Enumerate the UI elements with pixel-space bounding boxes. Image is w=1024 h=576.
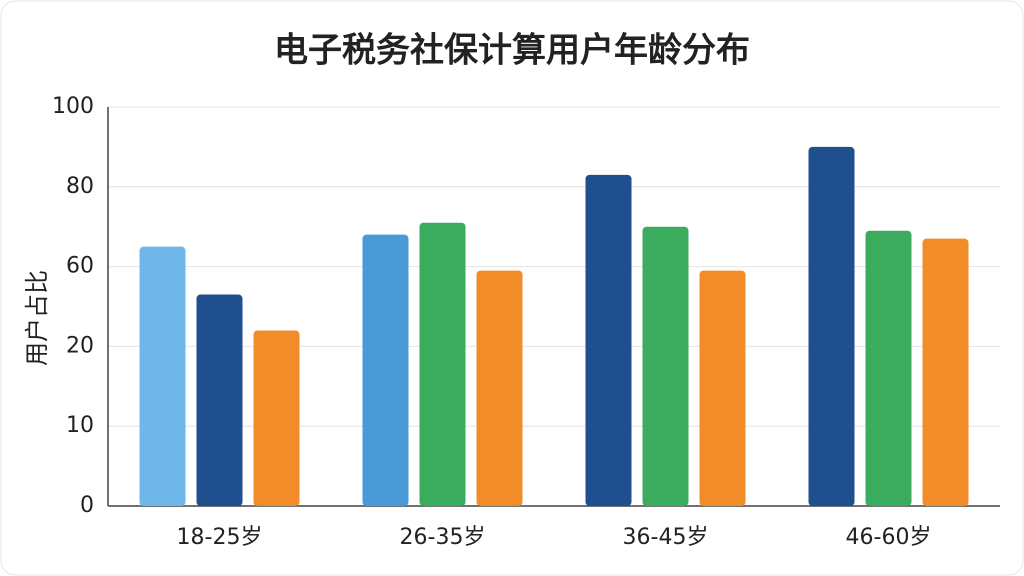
bar: [808, 146, 855, 506]
bar: [253, 330, 300, 506]
x-tick-label: 46-60岁: [846, 525, 932, 550]
y-tick-label: 20: [66, 333, 94, 358]
bar: [362, 234, 409, 506]
y-tick-label: 10: [66, 413, 94, 438]
y-tick-label: 0: [80, 493, 94, 518]
y-tick-label: 100: [52, 94, 94, 119]
bar: [139, 246, 186, 506]
bar: [642, 226, 689, 506]
x-tick-label: 36-45岁: [623, 525, 709, 550]
x-tick-label: 18-25岁: [177, 525, 263, 550]
y-tick-label: 80: [66, 174, 94, 199]
bar: [865, 230, 912, 506]
bar: [419, 222, 466, 506]
bar: [476, 270, 523, 506]
y-axis-label: 用户占比: [23, 270, 51, 366]
y-tick-label: 60: [66, 254, 94, 279]
bar: [196, 294, 243, 506]
chart-title: 电子税务社保计算用户年龄分布: [274, 31, 750, 71]
bar: [699, 270, 746, 506]
bar: [922, 238, 969, 507]
x-tick-label: 26-35岁: [400, 525, 486, 550]
bar: [585, 174, 632, 506]
